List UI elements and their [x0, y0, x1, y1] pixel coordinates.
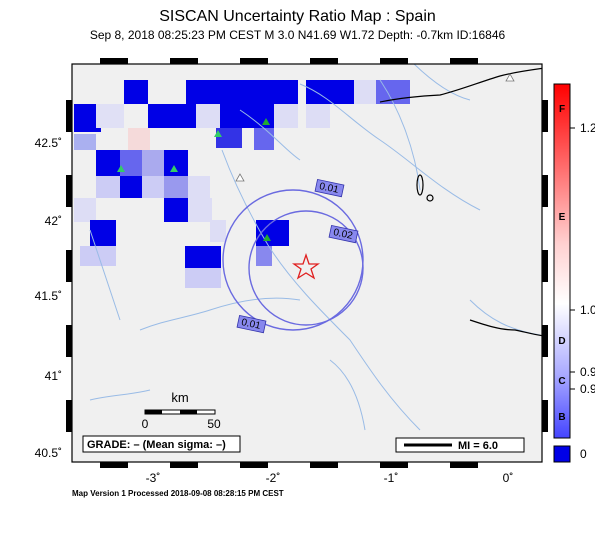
- grade-label: GRADE: – (Mean sigma: –): [87, 439, 226, 451]
- scale-bar-left: 0: [142, 417, 149, 431]
- map-area: [72, 64, 542, 462]
- colorbar-grade: B: [558, 412, 565, 423]
- station-icon: [262, 118, 270, 125]
- contour-label: 0.01: [318, 181, 340, 196]
- colorbar-value: 1.2: [580, 121, 595, 135]
- station-icon: [117, 165, 125, 172]
- epicenter-star-icon: [291, 252, 321, 280]
- station-icon: [505, 73, 515, 82]
- rivers: [89, 64, 541, 431]
- station-icon: [263, 234, 271, 241]
- station-icon: [235, 173, 245, 182]
- event-subtitle: Sep 8, 2018 08:25:23 PM CEST M 3.0 N41.6…: [89, 28, 506, 42]
- colorbar-value: 0.9: [580, 365, 595, 379]
- contour-label: 0.02: [332, 227, 354, 242]
- colorbar-grade: D: [558, 336, 565, 347]
- lat-label: 40.5˚: [35, 446, 62, 460]
- colorbar: F E D C B 1.2 1.0 0.9 0.9 0: [553, 83, 595, 463]
- lat-label: 41.5˚: [35, 289, 62, 303]
- processed-footer: Map Version 1 Processed 2018-09-08 08:28…: [72, 489, 284, 498]
- colorbar-grade: F: [559, 104, 565, 115]
- lat-label: 42˚: [45, 214, 62, 228]
- lon-label: -1˚: [384, 471, 399, 485]
- lat-label: 41˚: [45, 369, 62, 383]
- scale-bar: km 0 50: [142, 390, 221, 431]
- mi-legend: MI = 6.0: [395, 437, 525, 453]
- station-icon: [170, 165, 178, 172]
- colorbar-value: 0: [580, 447, 587, 461]
- mi-label: MI = 6.0: [458, 440, 498, 452]
- stations: [117, 73, 515, 241]
- uncertainty-grid: [74, 80, 410, 288]
- lon-labels: -3˚ -2˚ -1˚ 0˚: [146, 471, 514, 485]
- lon-label: -3˚: [146, 471, 161, 485]
- colorbar-value: 0.9: [580, 382, 595, 396]
- lat-labels: 42.5˚ 42˚ 41.5˚ 41˚ 40.5˚: [35, 136, 62, 460]
- lon-label: 0˚: [503, 471, 514, 485]
- scale-bar-title: km: [171, 390, 188, 405]
- frame-ticks: [66, 58, 548, 468]
- grade-box: GRADE: – (Mean sigma: –): [82, 435, 241, 453]
- colorbar-grade: C: [558, 376, 565, 387]
- lon-label: -2˚: [266, 471, 281, 485]
- colorbar-value: 1.0: [580, 303, 595, 317]
- map-title: SISCAN Uncertainty Ratio Map : Spain: [159, 8, 436, 25]
- contour-labels: 0.01 0.02 0.01: [236, 178, 359, 334]
- contour-label: 0.01: [240, 317, 262, 332]
- borders: [379, 67, 542, 337]
- uncertainty-contours: [222, 189, 364, 331]
- scale-bar-right: 50: [207, 417, 221, 431]
- lat-label: 42.5˚: [35, 136, 62, 150]
- station-icon: [214, 130, 222, 137]
- colorbar-grade: E: [559, 212, 566, 223]
